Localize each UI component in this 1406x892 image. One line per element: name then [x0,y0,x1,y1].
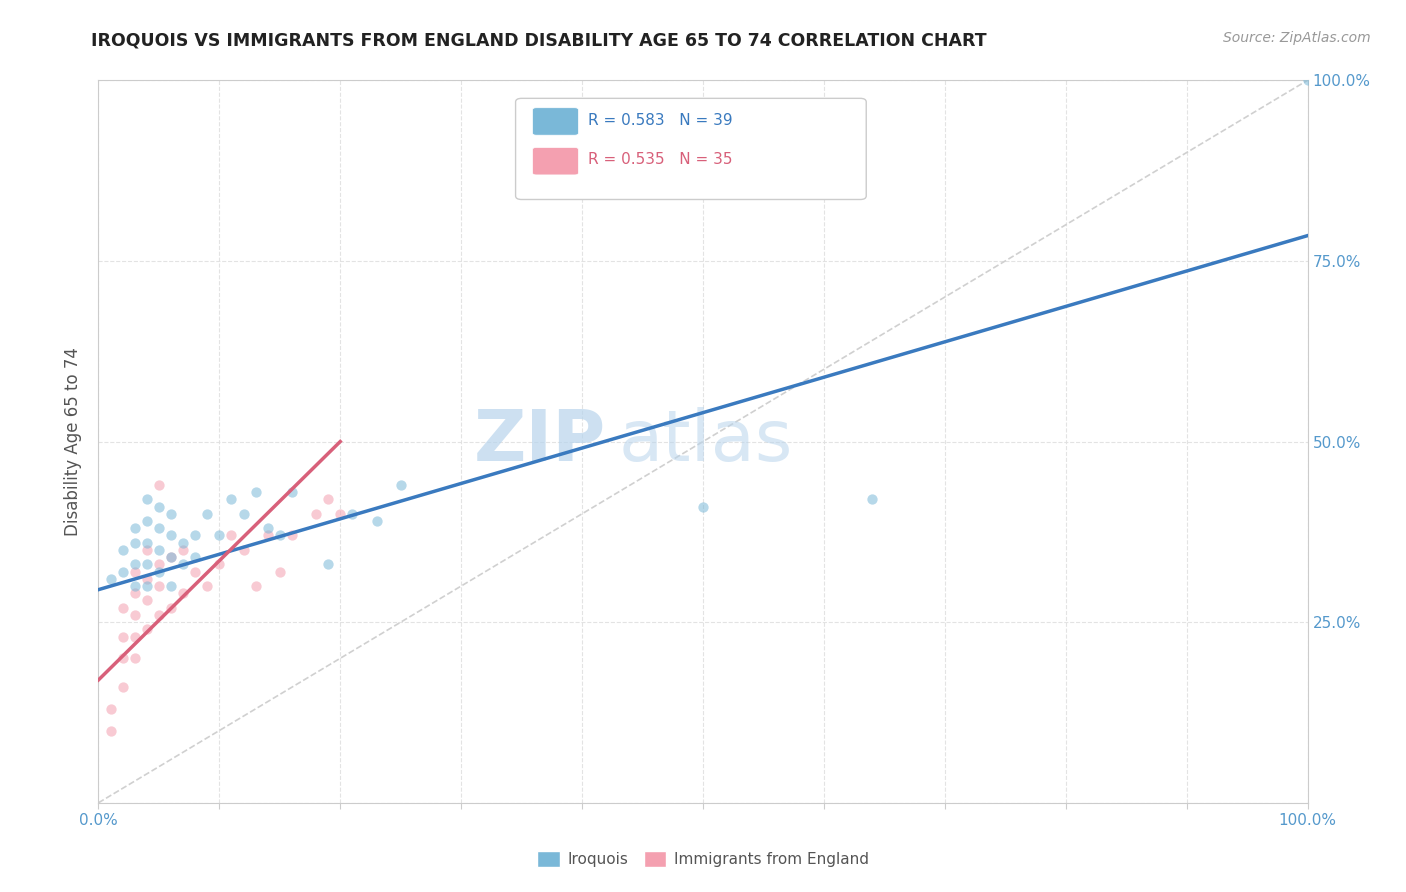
Point [111,651,134,665]
Point [232,507,254,521]
Point [160,550,183,565]
Point [124,565,146,579]
Point [135,492,157,507]
Text: IROQUOIS VS IMMIGRANTS FROM ENGLAND DISABILITY AGE 65 TO 74 CORRELATION CHART: IROQUOIS VS IMMIGRANTS FROM ENGLAND DISA… [91,31,987,49]
FancyBboxPatch shape [533,147,578,175]
Point [111,680,134,694]
Point [316,558,339,572]
Point [281,528,304,542]
Point [692,500,714,514]
Point [111,542,134,557]
Text: Source: ZipAtlas.com: Source: ZipAtlas.com [1223,31,1371,45]
Point [124,607,146,622]
Point [148,558,170,572]
Point [245,485,267,500]
Point [208,558,231,572]
Point [100,572,122,586]
Point [208,528,231,542]
Point [124,535,146,549]
Point [269,528,291,542]
Point [148,521,170,535]
Point [256,521,278,535]
Text: ZIP: ZIP [474,407,606,476]
Point [160,550,183,565]
Point [329,507,352,521]
Point [184,528,207,542]
Point [148,607,170,622]
Point [184,565,207,579]
Point [256,528,278,542]
Point [148,478,170,492]
Point [232,542,254,557]
Point [148,565,170,579]
Point [269,565,291,579]
Point [135,593,157,607]
Point [160,507,183,521]
Point [389,478,412,492]
Point [111,565,134,579]
Point [124,630,146,644]
Point [195,579,218,593]
Point [124,521,146,535]
Point [195,507,218,521]
Point [172,542,194,557]
Text: R = 0.583   N = 39: R = 0.583 N = 39 [588,112,733,128]
Y-axis label: Disability Age 65 to 74: Disability Age 65 to 74 [65,347,83,536]
FancyBboxPatch shape [533,108,578,136]
Point [100,723,122,738]
Legend: Iroquois, Immigrants from England: Iroquois, Immigrants from England [537,852,869,867]
Point [135,514,157,528]
Point [245,579,267,593]
Point [100,702,122,716]
Point [135,558,157,572]
Point [221,492,243,507]
Point [172,558,194,572]
Point [148,500,170,514]
Point [124,651,146,665]
Point [305,507,328,521]
Point [860,492,883,507]
Text: atlas: atlas [619,407,793,476]
Point [172,535,194,549]
Point [281,485,304,500]
Point [124,579,146,593]
Point [135,535,157,549]
Point [135,572,157,586]
Point [124,586,146,600]
Point [135,542,157,557]
Point [160,579,183,593]
Point [160,528,183,542]
Point [342,507,364,521]
FancyBboxPatch shape [516,98,866,200]
Point [184,550,207,565]
Point [1296,73,1319,87]
Point [160,600,183,615]
Point [111,630,134,644]
Point [172,586,194,600]
Point [111,600,134,615]
Point [135,579,157,593]
Point [148,579,170,593]
Point [148,542,170,557]
Point [221,528,243,542]
Text: R = 0.535   N = 35: R = 0.535 N = 35 [588,153,733,168]
Point [366,514,388,528]
Point [135,623,157,637]
Point [316,492,339,507]
Point [124,558,146,572]
